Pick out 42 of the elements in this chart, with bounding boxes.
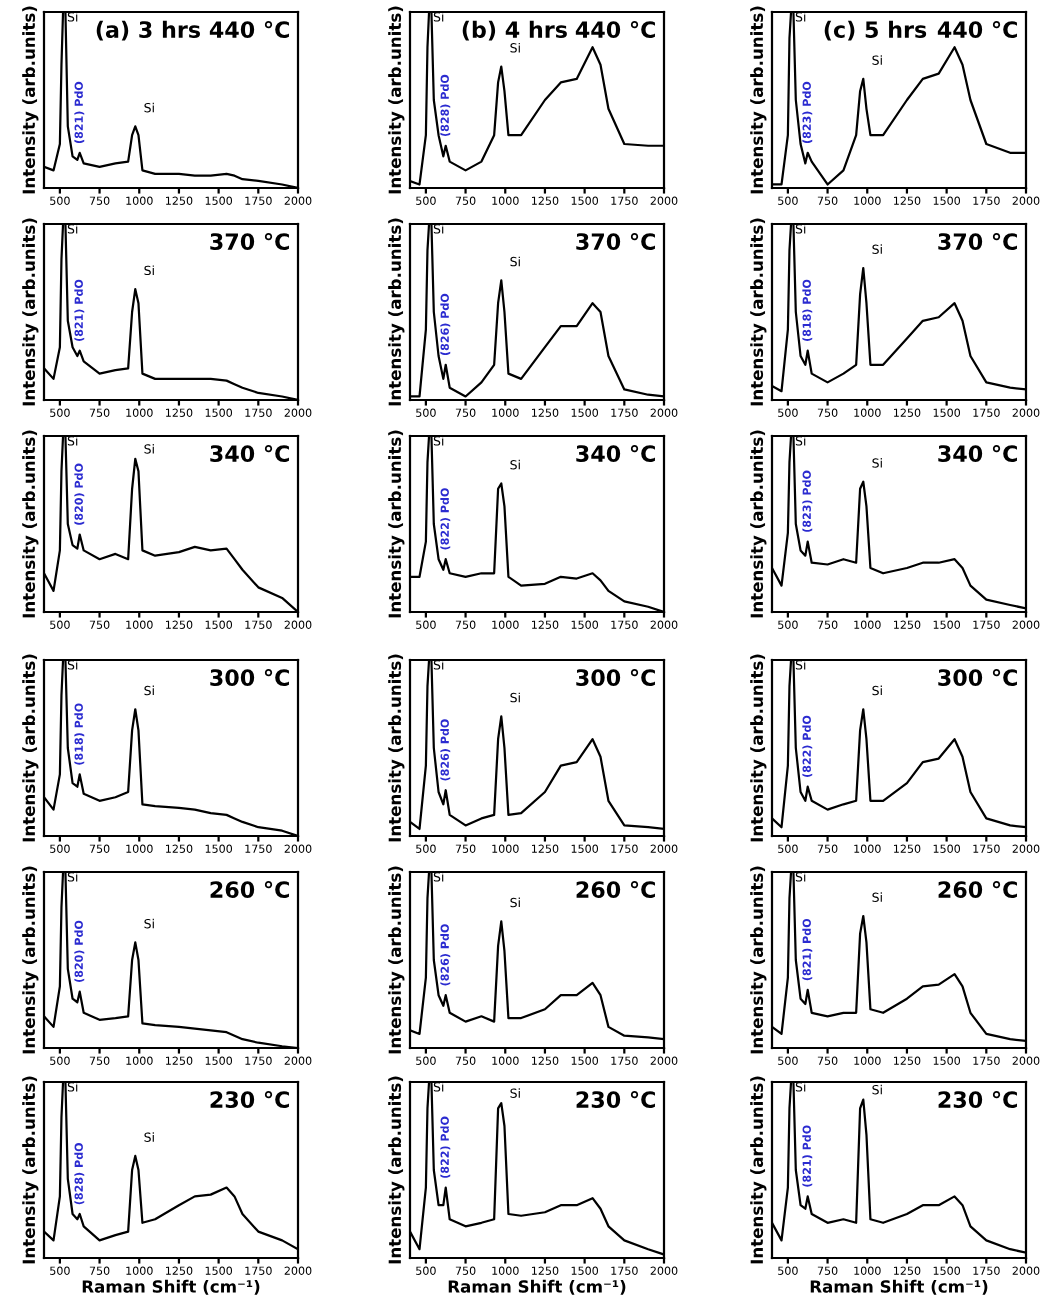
y-axis-title: Intensity (arb.units) [22,430,39,618]
y-axis-title: Intensity (arb.units) [22,1076,39,1264]
y-axis-title: Intensity (arb.units) [750,866,767,1054]
chart-subtitle: (b) 4 hrs [462,20,567,41]
chart-title: 440 °C [209,21,289,38]
y-axis-title: Intensity (arb.units) [22,6,39,194]
y-axis-title: Intensity (arb.units) [388,654,405,842]
chart-title: 370 °C [576,233,655,250]
y-axis-title: Intensity (arb.units) [22,654,39,842]
y-axis-title: Intensity (arb.units) [22,866,39,1054]
x-axis-title: Raman Shift (cm⁻¹) [82,1279,260,1295]
chart-title: 340 °C [576,445,655,462]
y-axis-title: Intensity (arb.units) [388,218,405,406]
y-axis-title: Intensity (arb.units) [750,218,767,406]
chart-title: 300 °C [576,669,655,686]
chart-subtitle: (a) 3 hrs [96,20,200,41]
chart-title: 300 °C [938,669,1017,686]
y-axis-title: Intensity (arb.units) [388,430,405,618]
y-axis-title: Intensity (arb.units) [388,1076,405,1264]
chart-title: 370 °C [210,233,289,250]
chart-title: 230 °C [938,1091,1017,1108]
y-axis-title: Intensity (arb.units) [750,6,767,194]
chart-title: 440 °C [937,21,1017,38]
chart-subtitle: (c) 5 hrs [824,20,927,41]
y-axis-title: Intensity (arb.units) [750,430,767,618]
chart-title: 230 °C [210,1091,289,1108]
y-axis-title: Intensity (arb.units) [750,654,767,842]
y-axis-title: Intensity (arb.units) [388,6,405,194]
chart-title: 260 °C [210,881,289,898]
x-axis-title: Raman Shift (cm⁻¹) [448,1279,626,1295]
chart-title: 370 °C [938,233,1017,250]
chart-title: 230 °C [576,1091,655,1108]
y-axis-title: Intensity (arb.units) [22,218,39,406]
chart-title: 300 °C [210,669,289,686]
chart-title: 260 °C [938,881,1017,898]
chart-title: 340 °C [210,445,289,462]
y-axis-title: Intensity (arb.units) [388,866,405,1054]
y-axis-title: Intensity (arb.units) [750,1076,767,1264]
chart-title: 440 °C [575,21,655,38]
chart-title: 260 °C [576,881,655,898]
chart-title: 340 °C [938,445,1017,462]
x-axis-title: Raman Shift (cm⁻¹) [810,1279,988,1295]
